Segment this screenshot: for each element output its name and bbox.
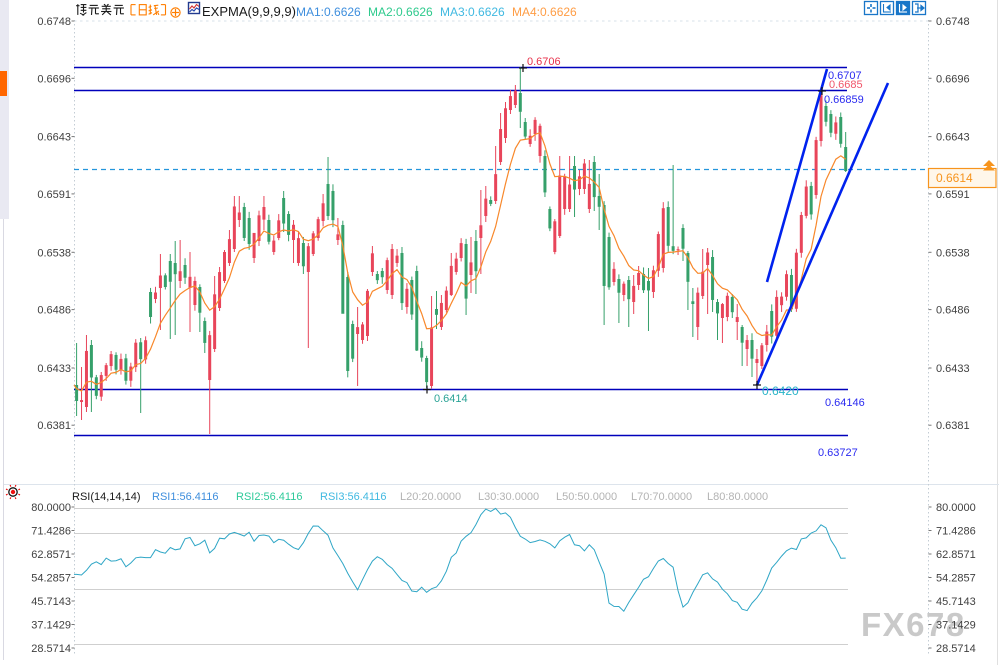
svg-text:0.6420: 0.6420: [762, 384, 799, 398]
svg-text:0.6591: 0.6591: [37, 189, 71, 201]
svg-text:L70:70.0000: L70:70.0000: [631, 491, 692, 503]
svg-text:80.0000: 80.0000: [31, 502, 71, 514]
svg-text:0.6706: 0.6706: [527, 56, 561, 68]
svg-text:0.6486: 0.6486: [936, 305, 970, 317]
svg-text:MA2:0.6626: MA2:0.6626: [368, 5, 433, 19]
svg-text:EXPMA(9,9,9,9): EXPMA(9,9,9,9): [202, 4, 296, 19]
svg-text:45.7143: 45.7143: [31, 596, 71, 608]
svg-text:28.5714: 28.5714: [936, 643, 976, 655]
svg-text:0.6433: 0.6433: [936, 363, 970, 375]
svg-text:0.66859: 0.66859: [824, 94, 864, 106]
svg-text:0.6591: 0.6591: [936, 189, 970, 201]
svg-text:80.0000: 80.0000: [936, 502, 976, 514]
svg-text:71.4286: 71.4286: [31, 526, 71, 538]
svg-text:0.6538: 0.6538: [37, 247, 71, 259]
svg-text:37.1429: 37.1429: [31, 620, 71, 632]
svg-text:0.6643: 0.6643: [37, 132, 71, 144]
svg-text:0.6707: 0.6707: [828, 70, 862, 82]
svg-text:L50:50.0000: L50:50.0000: [556, 491, 617, 503]
svg-text:71.4286: 71.4286: [936, 526, 976, 538]
svg-text:L20:20.0000: L20:20.0000: [400, 491, 461, 503]
svg-text:0.63727: 0.63727: [818, 447, 858, 459]
svg-text:0.64146: 0.64146: [825, 397, 865, 409]
svg-text:0.6538: 0.6538: [936, 247, 970, 259]
svg-text:0.6414: 0.6414: [434, 393, 468, 405]
svg-text:37.1429: 37.1429: [936, 620, 976, 632]
svg-text:0.6696: 0.6696: [936, 73, 970, 85]
svg-text:RSI3:56.4116: RSI3:56.4116: [320, 491, 386, 503]
svg-text:MA1:0.6626: MA1:0.6626: [296, 5, 361, 19]
svg-text:62.8571: 62.8571: [936, 549, 976, 561]
svg-text:0.6381: 0.6381: [936, 420, 970, 432]
svg-text:RSI1:56.4116: RSI1:56.4116: [152, 491, 218, 503]
svg-text:0.6643: 0.6643: [936, 132, 970, 144]
svg-text:0.6685: 0.6685: [829, 79, 863, 91]
svg-text:54.2857: 54.2857: [936, 573, 976, 585]
svg-text:0.6486: 0.6486: [37, 305, 71, 317]
svg-text:0.6748: 0.6748: [936, 16, 970, 28]
svg-text:0.6381: 0.6381: [37, 420, 71, 432]
svg-text:0.6696: 0.6696: [37, 73, 71, 85]
svg-text:MA4:0.6626: MA4:0.6626: [512, 5, 577, 19]
svg-text:FX678: FX678: [861, 606, 966, 643]
svg-text:RSI(14,14,14): RSI(14,14,14): [72, 491, 140, 503]
svg-text:28.5714: 28.5714: [31, 643, 71, 655]
svg-text:54.2857: 54.2857: [31, 573, 71, 585]
svg-text:0.6614: 0.6614: [936, 171, 973, 185]
svg-text:L80:80.0000: L80:80.0000: [707, 491, 768, 503]
svg-text:45.7143: 45.7143: [936, 596, 976, 608]
svg-text:0.6748: 0.6748: [37, 16, 71, 28]
svg-text:L30:30.0000: L30:30.0000: [478, 491, 539, 503]
svg-text:62.8571: 62.8571: [31, 549, 71, 561]
svg-text:MA3:0.6626: MA3:0.6626: [440, 5, 505, 19]
svg-text:RSI2:56.4116: RSI2:56.4116: [236, 491, 302, 503]
svg-text:0.6433: 0.6433: [37, 363, 71, 375]
